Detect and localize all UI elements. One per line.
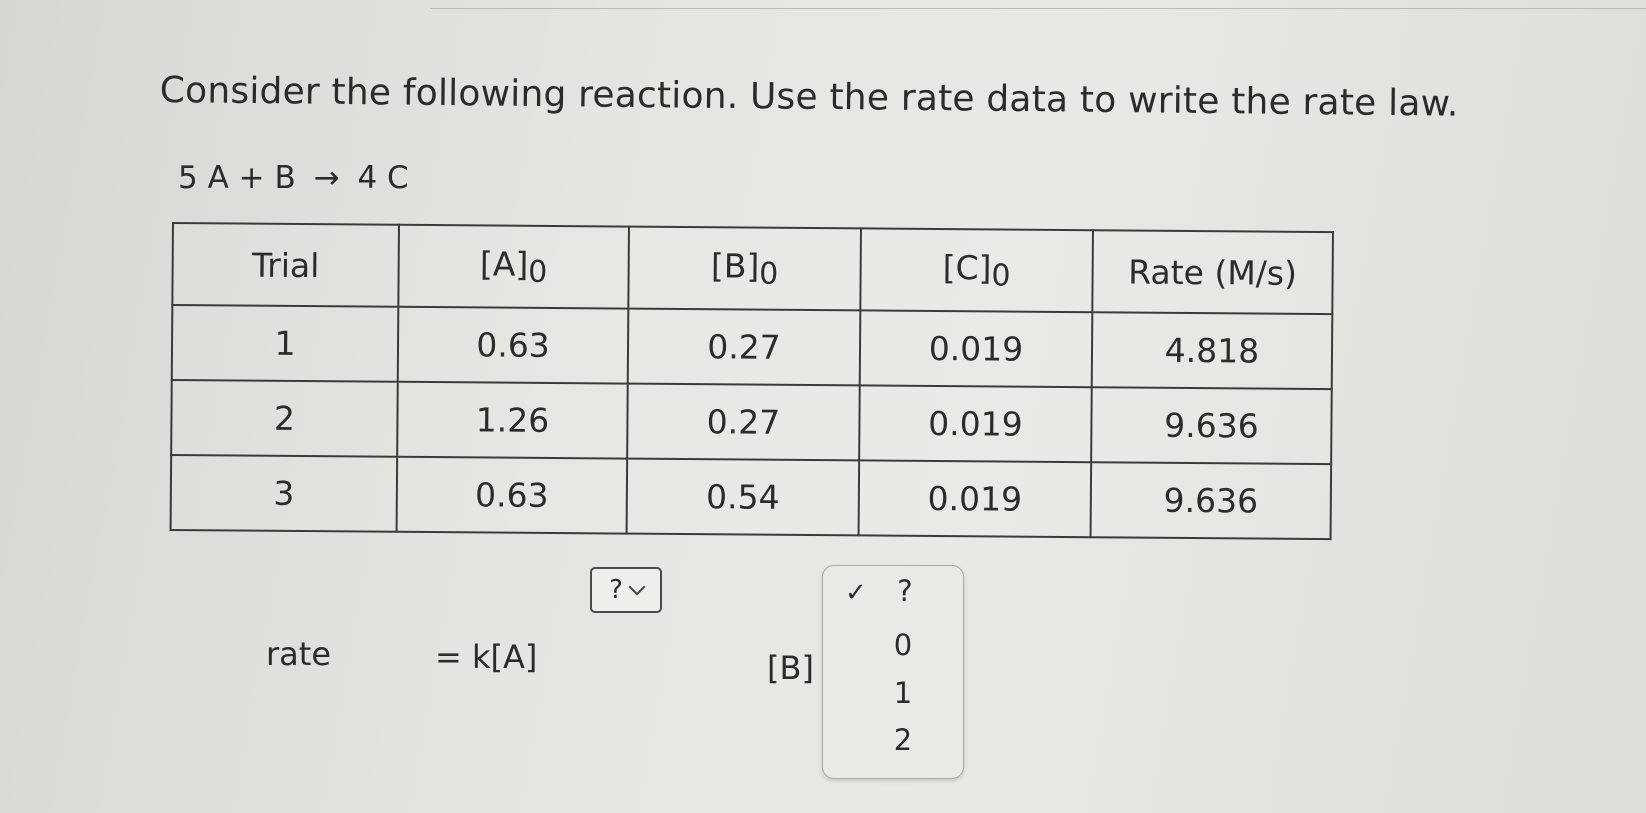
- order-b-dropdown-menu: ✓ ? 0 1 2: [822, 565, 964, 779]
- header-c0: [C]0: [860, 228, 1093, 313]
- rate-constant-expression: = k[A]: [435, 638, 538, 676]
- cell-trial: 3: [170, 455, 398, 532]
- header-trial: Trial: [172, 223, 399, 307]
- table-row: 2 1.26 0.27 0.019 9.636: [171, 380, 1332, 465]
- header-b0: [B]0: [628, 226, 861, 311]
- top-divider: [430, 8, 1646, 9]
- b-concentration-term: [B]: [767, 649, 814, 687]
- order-a-select[interactable]: ?: [590, 567, 662, 613]
- dropdown-option-1[interactable]: 1: [893, 676, 913, 710]
- dropdown-option-0[interactable]: 0: [893, 628, 913, 662]
- check-icon: ✓: [845, 578, 867, 608]
- table-header-row: Trial [A]0 [B]0 [C]0 Rate (M/s): [172, 223, 1333, 315]
- cell-rate: 4.818: [1091, 312, 1333, 390]
- table-row: 1 0.63 0.27 0.019 4.818: [171, 305, 1333, 390]
- cell-trial: 2: [171, 380, 398, 457]
- cell-c0: 0.019: [859, 310, 1093, 388]
- rate-label: rate: [266, 635, 331, 673]
- header-a0: [A]0: [398, 224, 629, 309]
- cell-b0: 0.54: [626, 458, 860, 536]
- cell-a0: 0.63: [396, 456, 628, 534]
- header-rate: Rate (M/s): [1092, 230, 1333, 315]
- dropdown-option-unknown[interactable]: ?: [897, 574, 913, 608]
- cell-b0: 0.27: [627, 383, 860, 461]
- table-row: 3 0.63 0.54 0.019 9.636: [170, 455, 1332, 540]
- products: 4 C: [357, 160, 409, 196]
- cell-rate: 9.636: [1090, 462, 1332, 540]
- dropdown-option-2[interactable]: 2: [893, 723, 913, 757]
- cell-rate: 9.636: [1091, 387, 1332, 465]
- reaction-equation: 5 A + B → 4 C: [178, 160, 417, 196]
- reaction-arrow-icon: →: [313, 160, 340, 196]
- cell-c0: 0.019: [859, 385, 1092, 463]
- rate-data-table-wrapper: Trial [A]0 [B]0 [C]0 Rate (M/s) 1 0.63 0…: [169, 222, 1334, 541]
- order-a-value: ?: [609, 575, 623, 605]
- cell-a0: 1.26: [397, 381, 628, 459]
- cell-trial: 1: [171, 305, 399, 382]
- chevron-down-icon: [628, 578, 646, 596]
- cell-b0: 0.27: [627, 308, 861, 386]
- question-text: Consider the following reaction. Use the…: [159, 70, 1459, 125]
- reactants: 5 A + B: [178, 160, 296, 196]
- cell-c0: 0.019: [858, 460, 1092, 538]
- cell-a0: 0.63: [397, 306, 629, 384]
- rate-data-table: Trial [A]0 [B]0 [C]0 Rate (M/s) 1 0.63 0…: [169, 222, 1334, 541]
